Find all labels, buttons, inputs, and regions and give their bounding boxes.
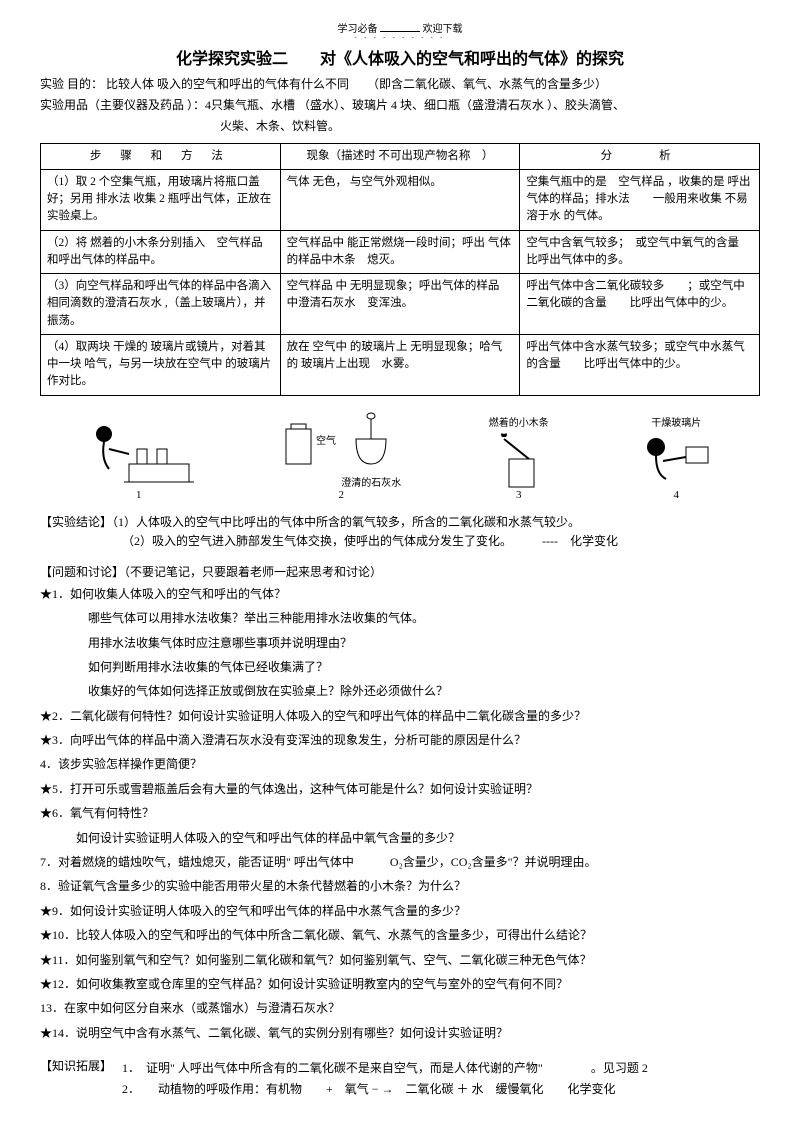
cell: （1）取 2 个空集气瓶，用玻璃片将瓶口盖好；另用 排水法 收集 2 瓶呼出气体… bbox=[41, 169, 281, 230]
table-head-row: 步 骤 和 方 法 现象（描述时 不可出现产物名称 ） 分 析 bbox=[41, 143, 760, 169]
cell: 空气样品 中 无明显现象；呼出气体的样品 中澄清石灰水 变浑浊。 bbox=[280, 274, 520, 335]
conclusion-l1: （1）人体吸入的空气中比呼出的气体中所含的氧气较多，所含的二氧化碳和水蒸气较少。 bbox=[112, 515, 580, 529]
q-item: 13．在家中如何区分自来水（或蒸馏水）与澄清石灰水？ bbox=[40, 998, 760, 1018]
intro-line-3: 火柴、木条、饮料管。 bbox=[40, 117, 760, 136]
page-title: 化学探究实验二 对《人体吸入的空气和呼出的气体》的探究 bbox=[40, 45, 760, 69]
cell: 空气样品中 能正常燃烧一段时间；呼出 气体的样品中木条 熄灭。 bbox=[280, 230, 520, 274]
q-item: 4．该步实验怎样操作更简便？ bbox=[40, 754, 760, 774]
q-item: ★11．如何鉴别氧气和空气？如何鉴别二氧化碳和氧气？如何鉴别氧气、空气、二氧化碳… bbox=[40, 950, 760, 970]
svg-text:空气: 空气 bbox=[316, 434, 336, 447]
header-left: 学习必备 bbox=[338, 24, 378, 35]
dashes: - - - - - - - - - - bbox=[40, 35, 760, 41]
intro-line-1: 实验 目的： 比较人体 吸入的空气和呼出的气体有什么不同 （即含二氧化碳、氧气、… bbox=[40, 75, 760, 94]
illus-2: 空气 澄清的石灰水 2 bbox=[276, 404, 406, 501]
q-item: 收集好的气体如何选择正放或倒放在实验桌上？除外还必须做什么？ bbox=[40, 681, 760, 701]
q-item: 7．对着燃烧的蜡烛吹气，蜡烛熄灭，能否证明" 呼出气体中 O₂含量少，CO₂含量… bbox=[40, 852, 760, 872]
q-item: ★10．比较人体吸入的空气和呼出的气体中所含二氧化碳、氧气、水蒸气的含量多少，可… bbox=[40, 925, 760, 945]
conclusion-section: 【实验结论】（1）人体吸入的空气中比呼出的气体中所含的氧气较多，所含的二氧化碳和… bbox=[40, 513, 760, 530]
table-row: （3）向空气样品和呼出气体的样品中各滴入 相同滴数的澄清石灰水 ,（盖上玻璃片）… bbox=[41, 274, 760, 335]
q-item: ★6．氧气有何特性？ bbox=[40, 803, 760, 823]
discuss-head: 【问题和讨论】（不要记笔记，只要跟着老师一起来思考和讨论） bbox=[40, 563, 760, 580]
q-item: 如何设计实验证明人体吸入的空气和呼出气体的样品中氧气含量的多少？ bbox=[40, 828, 760, 848]
intro-line-2: 实验用品（主要仪器及药品 ）：4只集气瓶、水槽 （盛水）、玻璃片 4 块、细口瓶… bbox=[40, 96, 760, 115]
cell: 空集气瓶中的是 空气样品 ，收集的是 呼出气体的样品；排水法 一般用来收集 不易… bbox=[520, 169, 760, 230]
ext-l2: 2． 动植物的呼吸作用：有机物 + 氧气 − → 二氧化碳 ＋ 水 缓慢氧化 化… bbox=[122, 1080, 648, 1099]
extension-section: 【知识拓展】 1． 证明" 人呼出气体中所含有的二氧化碳不是来自空气，而是人体代… bbox=[40, 1057, 760, 1101]
cell: 呼出气体中含二氧化碳较多 ；或空气中二氧化碳的含量 比呼出气体中的少。 bbox=[520, 274, 760, 335]
q-item: 8．验证氧气含量多少的实验中能否用带火星的木条代替燃着的小木条？为什么？ bbox=[40, 876, 760, 896]
page-header: 学习必备 欢迎下载 - - - - - - - - - - bbox=[40, 20, 760, 41]
cell: 气体 无色， 与空气外观相似。 bbox=[280, 169, 520, 230]
experiment-table: 步 骤 和 方 法 现象（描述时 不可出现产物名称 ） 分 析 （1）取 2 个… bbox=[40, 143, 760, 396]
header-right: 欢迎下载 bbox=[423, 24, 463, 35]
cell: 呼出气体中含水蒸气较多；或空气中水蒸气的含量 比呼出气体中的少。 bbox=[520, 334, 760, 395]
discuss-list: ★1．如何收集人体吸入的空气和呼出的气体？ 哪些气体可以用排水法收集？举出三种能… bbox=[40, 584, 760, 1043]
q-item: ★3．向呼出气体的样品中滴入澄清石灰水没有变浑浊的现象发生，分析可能的原因是什么… bbox=[40, 730, 760, 750]
q-item: ★9．如何设计实验证明人体吸入的空气和呼出气体的样品中水蒸气含量的多少？ bbox=[40, 901, 760, 921]
q-item: 如何判断用排水法收集的气体已经收集满了？ bbox=[40, 657, 760, 677]
ext-head: 【知识拓展】 bbox=[40, 1057, 112, 1101]
cell: （2）将 燃着的小木条分别插入 空气样品和呼出气体的样品中。 bbox=[41, 230, 281, 274]
illus-tag-b: 澄清的石灰水 bbox=[306, 474, 436, 489]
q-item: ★5．打开可乐或雪碧瓶盖后会有大量的气体逸出，这种气体可能是什么？如何设计实验证… bbox=[40, 779, 760, 799]
illus-tag-d: 干燥玻璃片 bbox=[631, 414, 721, 429]
illus-label: 4 bbox=[631, 489, 721, 501]
illus-3: 燃着的小木条 3 bbox=[484, 414, 554, 501]
cell: 空气中含氧气较多； 或空气中氧气的含量 比呼出气体中的多。 bbox=[520, 230, 760, 274]
illus-1: 1 bbox=[79, 419, 199, 501]
q-item: ★2．二氧化碳有何特性？如何设计实验证明人体吸入的空气和呼出气体的样品中二氧化碳… bbox=[40, 706, 760, 726]
illus-label: 3 bbox=[484, 489, 554, 501]
q-item: ★14．说明空气中含有水蒸气、二氧化碳、氧气的实例分别有哪些？如何设计实验证明？ bbox=[40, 1023, 760, 1043]
q-item: 用排水法收集气体时应注意哪些事项并说明理由？ bbox=[40, 633, 760, 653]
illus-tag-c: 燃着的小木条 bbox=[484, 414, 554, 429]
th-analysis: 分 析 bbox=[520, 143, 760, 169]
cell: （3）向空气样品和呼出气体的样品中各滴入 相同滴数的澄清石灰水 ,（盖上玻璃片）… bbox=[41, 274, 281, 335]
q-item: 哪些气体可以用排水法收集？举出三种能用排水法收集的气体。 bbox=[40, 608, 760, 628]
header-divider bbox=[380, 31, 420, 32]
conclusion-l2: （2）吸入的空气进入肺部发生气体交换，使呼出的气体成分发生了变化。 ---- 化… bbox=[122, 532, 760, 551]
illus-4: 干燥玻璃片 4 bbox=[631, 414, 721, 501]
ext-l1: 1． 证明" 人呼出气体中所含有的二氧化碳不是来自空气，而是人体代谢的产物" 。… bbox=[122, 1059, 648, 1078]
cell: 放在 空气中 的玻璃片上 无明显现象；哈气的 玻璃片上出现 水雾。 bbox=[280, 334, 520, 395]
conclusion-head: 【实验结论】 bbox=[40, 515, 112, 529]
th-steps: 步 骤 和 方 法 bbox=[41, 143, 281, 169]
illustrations: 1 空气 澄清的石灰水 2 燃着的小木条 3 干燥玻璃片 4 bbox=[40, 404, 760, 501]
q-item: ★12．如何收集教室或仓库里的空气样品？如何设计实验证明教室内的空气与室外的空气… bbox=[40, 974, 760, 994]
illus-label: 1 bbox=[79, 489, 199, 501]
cell: （4）取两块 干燥的 玻璃片或镜片，对着其中一块 哈气，与另一块放在空气中 的玻… bbox=[41, 334, 281, 395]
illus-label: 2 bbox=[276, 489, 406, 501]
table-row: （1）取 2 个空集气瓶，用玻璃片将瓶口盖好；另用 排水法 收集 2 瓶呼出气体… bbox=[41, 169, 760, 230]
th-phenomena: 现象（描述时 不可出现产物名称 ） bbox=[280, 143, 520, 169]
q-item: ★1．如何收集人体吸入的空气和呼出的气体？ bbox=[40, 584, 760, 604]
table-row: （4）取两块 干燥的 玻璃片或镜片，对着其中一块 哈气，与另一块放在空气中 的玻… bbox=[41, 334, 760, 395]
table-row: （2）将 燃着的小木条分别插入 空气样品和呼出气体的样品中。 空气样品中 能正常… bbox=[41, 230, 760, 274]
